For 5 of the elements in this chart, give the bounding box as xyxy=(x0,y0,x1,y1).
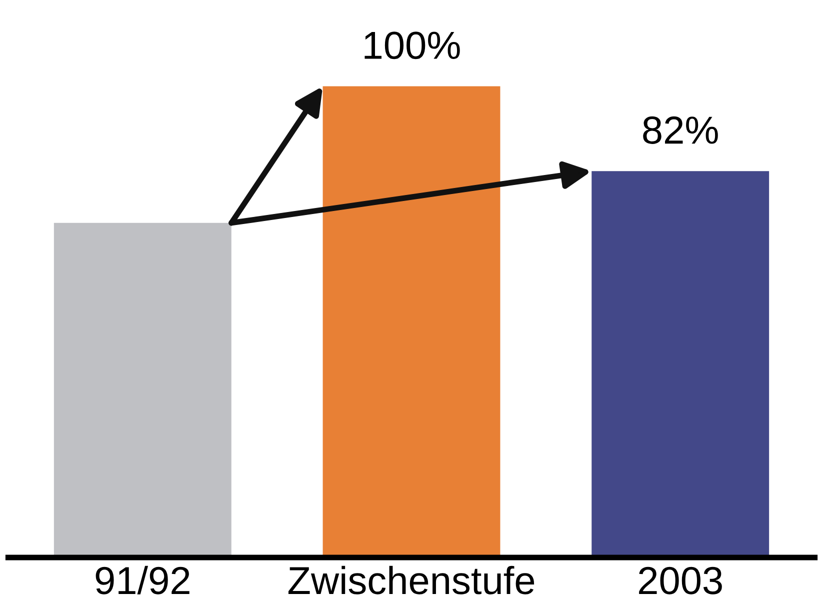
data-label: 82% xyxy=(643,116,718,144)
x-tick-label: 2003 xyxy=(639,566,722,594)
x-tick-label: 91/92 xyxy=(96,566,190,594)
x-tick-label: Zwischenstufe xyxy=(288,566,534,594)
data-label: 100% xyxy=(364,32,460,60)
